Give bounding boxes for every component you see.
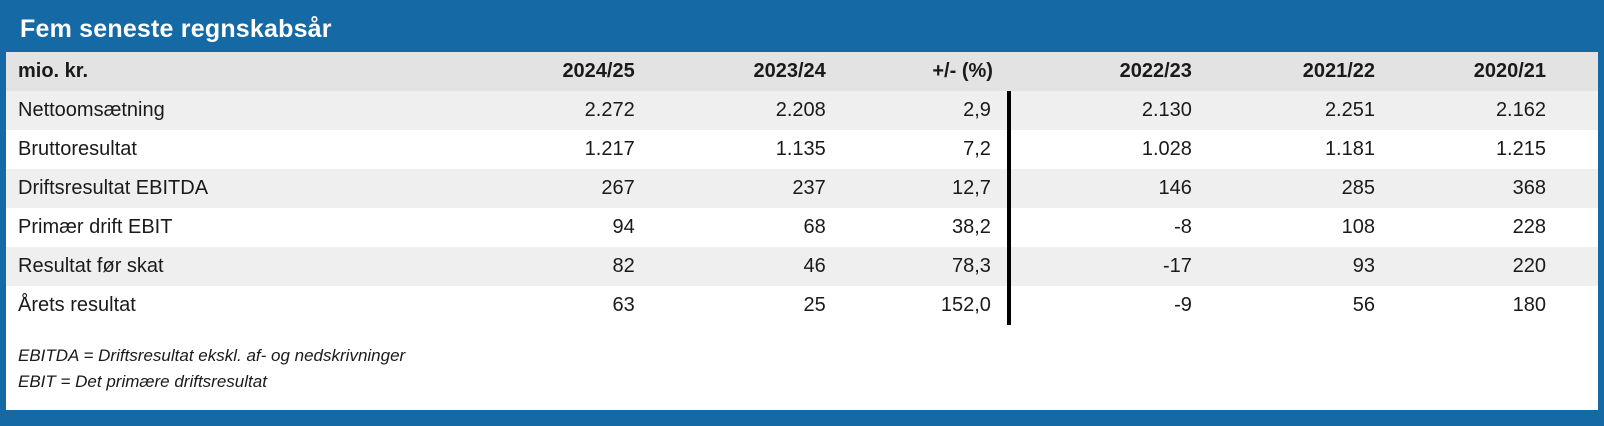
cell-value: 180 [1512,294,1546,316]
table-row: Resultat før skat 82 46 78,3 -17 93 220 [6,247,1598,286]
cell-value: 2,9 [841,91,1011,130]
cell-value: 25 [803,294,826,316]
header-unit-label: mio. kr. [6,52,436,91]
cell-value: 152,0 [841,286,1011,325]
cell-value: 56 [1352,294,1375,316]
table-row: Nettoomsætning 2.272 2.208 2,9 2.130 2.2… [6,91,1598,130]
cell-value: 146 [1158,177,1192,199]
cell-value: 94 [612,216,635,238]
cell-value: 1.135 [775,138,826,160]
header-year-2022-23: 2022/23 [1008,52,1208,91]
header-year-2023-24: 2023/24 [650,52,842,91]
table-row: Årets resultat 63 25 152,0 -9 56 180 [6,286,1598,325]
cell-value: 267 [601,177,635,199]
row-label: Nettoomsætning [18,99,165,121]
footnotes-block: EBITDA = Driftsresultat ekskl. af- og ne… [6,325,1598,400]
row-label: Driftsresultat EBITDA [18,177,209,199]
cell-value: -17 [1163,255,1192,277]
five-year-financials-table: mio. kr. 2024/25 2023/24 +/- (%) 2022/23… [6,52,1598,325]
cell-value: -9 [1174,294,1192,316]
cell-value: 68 [803,216,826,238]
header-year-2024-25: 2024/25 [435,52,651,91]
header-year-2021-22: 2021/22 [1207,52,1391,91]
cell-value: 82 [612,255,635,277]
cell-value: -8 [1174,216,1192,238]
cell-value: 228 [1512,216,1546,238]
cell-value: 38,2 [841,208,1011,247]
cell-value: 1.028 [1141,138,1192,160]
footnote-ebitda: EBITDA = Driftsresultat ekskl. af- og ne… [18,346,406,365]
cell-value: 2.130 [1141,99,1192,121]
panel-title: Fem seneste regnskabsår [20,14,332,43]
cell-value: 2.272 [584,99,635,121]
table-row: Primær drift EBIT 94 68 38,2 -8 108 228 [6,208,1598,247]
cell-value: 220 [1512,255,1546,277]
bottom-accent-bar [6,410,1598,420]
cell-value: 2.162 [1495,99,1546,121]
cell-value: 78,3 [841,247,1011,286]
header-change-pct: +/- (%) [841,52,1009,91]
cell-value: 285 [1341,177,1375,199]
cell-value: 12,7 [841,169,1011,208]
cell-value: 63 [612,294,635,316]
header-year-2020-21: 2020/21 [1391,52,1598,91]
row-label: Årets resultat [18,294,136,316]
cell-value: 46 [803,255,826,277]
cell-value: 93 [1352,255,1375,277]
cell-value: 7,2 [841,130,1011,169]
cell-value: 2.208 [775,99,826,121]
footnote-ebit: EBIT = Det primære driftsresultat [18,371,267,391]
cell-value: 368 [1512,177,1546,199]
table-header-row: mio. kr. 2024/25 2023/24 +/- (%) 2022/23… [6,52,1598,91]
cell-value: 1.181 [1324,138,1375,160]
cell-value: 2.251 [1324,99,1375,121]
cell-value: 237 [792,177,826,199]
table-row: Bruttoresultat 1.217 1.135 7,2 1.028 1.1… [6,130,1598,169]
cell-value: 108 [1341,216,1375,238]
cell-value: 1.217 [584,138,635,160]
panel-title-bar: Fem seneste regnskabsår [6,6,1598,52]
cell-value: 1.215 [1495,138,1546,160]
table-row: Driftsresultat EBITDA 267 237 12,7 146 2… [6,169,1598,208]
row-label: Resultat før skat [18,255,164,277]
row-label: Primær drift EBIT [18,216,173,238]
row-label: Bruttoresultat [18,138,137,160]
